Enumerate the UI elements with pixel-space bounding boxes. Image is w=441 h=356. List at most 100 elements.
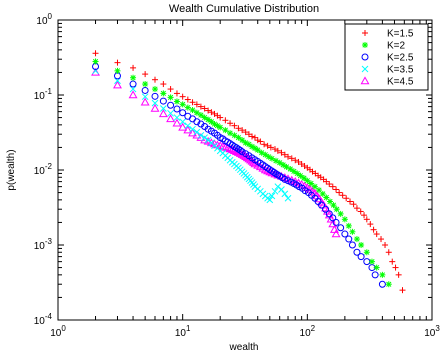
data-point-series-4 bbox=[193, 128, 201, 136]
data-point-series-5 bbox=[218, 142, 228, 150]
data-point-series-1 bbox=[201, 105, 208, 112]
data-point-series-2 bbox=[373, 264, 380, 271]
x-tick-label-base: 10 bbox=[300, 328, 312, 339]
chart-title: Wealth Cumulative Distribution bbox=[169, 3, 319, 15]
data-point-series-4 bbox=[173, 114, 181, 121]
data-point-series-2 bbox=[294, 170, 301, 177]
data-point-series-5 bbox=[140, 97, 150, 106]
data-point-series-3 bbox=[345, 235, 353, 243]
data-point-series-2 bbox=[184, 104, 191, 111]
y-tick-label-base: 10 bbox=[34, 316, 46, 327]
y-tick-label: 10-3 bbox=[34, 237, 53, 252]
data-point-series-2 bbox=[217, 124, 224, 131]
data-point-series-5 bbox=[231, 147, 241, 155]
data-points-layer bbox=[91, 50, 406, 294]
data-point-series-1 bbox=[197, 103, 204, 110]
data-point-series-3 bbox=[341, 230, 349, 238]
legend-marker-5 bbox=[360, 76, 370, 85]
y-tick-label-exponent: 0 bbox=[48, 12, 53, 21]
data-point-series-2 bbox=[315, 187, 322, 194]
data-point-series-3 bbox=[357, 253, 365, 261]
data-point-series-4 bbox=[268, 192, 276, 200]
data-point-series-1 bbox=[261, 141, 268, 148]
data-point-series-1 bbox=[235, 125, 242, 132]
data-point-series-5 bbox=[158, 109, 168, 118]
data-point-series-1 bbox=[92, 50, 99, 57]
data-point-series-1 bbox=[329, 183, 336, 190]
y-tick-label-exponent: -1 bbox=[45, 87, 53, 96]
data-point-series-3 bbox=[179, 109, 187, 117]
data-point-series-1 bbox=[336, 189, 343, 196]
legend-marker-4 bbox=[361, 65, 369, 73]
data-point-series-4 bbox=[167, 109, 174, 117]
x-axis-title: wealth bbox=[229, 342, 259, 353]
data-point-series-4 bbox=[160, 105, 167, 112]
data-point-series-1 bbox=[222, 117, 229, 124]
data-point-series-1 bbox=[227, 120, 234, 127]
data-point-series-2 bbox=[152, 86, 159, 93]
data-point-series-2 bbox=[173, 98, 180, 105]
legend-label-4: K=3.5 bbox=[387, 65, 414, 76]
data-point-series-2 bbox=[333, 206, 340, 213]
data-point-series-5 bbox=[150, 103, 160, 112]
data-point-series-1 bbox=[231, 122, 238, 129]
data-point-series-2 bbox=[205, 116, 212, 123]
data-point-series-5 bbox=[113, 80, 122, 89]
data-point-series-1 bbox=[392, 264, 399, 271]
data-point-series-4 bbox=[271, 187, 279, 195]
y-tick-label: 10-4 bbox=[34, 312, 53, 327]
data-point-series-1 bbox=[142, 71, 149, 78]
data-point-series-5 bbox=[128, 90, 138, 99]
data-point-series-5 bbox=[326, 214, 336, 223]
y-tick-label: 100 bbox=[36, 12, 52, 27]
data-point-series-3 bbox=[318, 201, 326, 209]
data-point-series-1 bbox=[278, 149, 285, 156]
x-tick-label: 100 bbox=[50, 324, 66, 339]
data-point-series-4 bbox=[151, 99, 159, 107]
data-point-series-3 bbox=[363, 258, 371, 266]
data-point-series-3 bbox=[322, 205, 330, 213]
legend-label-3: K=2.5 bbox=[387, 53, 414, 64]
data-point-series-1 bbox=[208, 109, 215, 116]
data-point-series-4 bbox=[197, 131, 205, 139]
data-point-series-3 bbox=[129, 80, 137, 88]
data-point-series-1 bbox=[242, 129, 249, 136]
data-point-series-1 bbox=[160, 81, 167, 88]
data-point-series-2 bbox=[239, 137, 246, 144]
data-point-series-2 bbox=[341, 216, 348, 223]
data-point-series-2 bbox=[235, 134, 242, 141]
data-point-series-1 bbox=[399, 287, 406, 294]
data-point-series-1 bbox=[239, 127, 246, 134]
data-point-series-2 bbox=[363, 249, 370, 256]
data-point-series-1 bbox=[193, 101, 200, 108]
data-point-series-2 bbox=[349, 228, 356, 235]
data-point-series-1 bbox=[350, 201, 357, 208]
data-point-series-4 bbox=[266, 196, 274, 204]
data-point-series-4 bbox=[281, 190, 289, 198]
data-point-series-1 bbox=[367, 221, 374, 228]
y-tick-label-base: 10 bbox=[36, 16, 48, 27]
data-point-series-3 bbox=[189, 115, 197, 123]
data-point-series-2 bbox=[251, 145, 258, 152]
y-tick-label-exponent: -3 bbox=[45, 237, 53, 246]
data-point-series-1 bbox=[179, 93, 186, 100]
y-tick-label-base: 10 bbox=[34, 241, 46, 252]
data-point-series-5 bbox=[188, 128, 197, 137]
data-point-series-4 bbox=[184, 122, 192, 130]
data-point-series-3 bbox=[378, 280, 386, 288]
data-point-series-3 bbox=[329, 214, 337, 222]
data-point-series-1 bbox=[264, 142, 271, 149]
x-tick-label-exponent: 2 bbox=[311, 324, 316, 333]
data-point-series-4 bbox=[179, 118, 187, 126]
data-point-series-1 bbox=[353, 205, 360, 212]
data-point-series-1 bbox=[254, 137, 261, 144]
data-point-series-3 bbox=[167, 101, 175, 109]
data-point-series-1 bbox=[382, 242, 389, 248]
data-point-series-3 bbox=[348, 241, 356, 249]
data-point-series-1 bbox=[389, 258, 396, 265]
legend-marker-1 bbox=[362, 30, 368, 36]
data-point-series-2 bbox=[189, 107, 196, 114]
x-tick-label-base: 10 bbox=[424, 328, 436, 339]
data-point-series-1 bbox=[130, 64, 137, 71]
